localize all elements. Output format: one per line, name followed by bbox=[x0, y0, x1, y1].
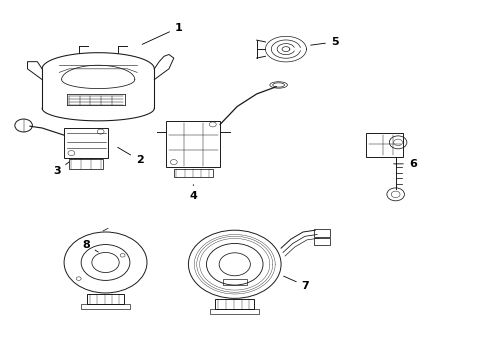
Bar bbox=[64, 128, 108, 158]
Bar bbox=[69, 159, 103, 169]
Bar bbox=[215, 299, 254, 309]
Text: 7: 7 bbox=[283, 276, 309, 291]
Bar bbox=[314, 229, 329, 237]
Bar bbox=[366, 134, 402, 157]
Text: 8: 8 bbox=[82, 239, 98, 252]
Text: 3: 3 bbox=[53, 162, 69, 176]
Bar bbox=[210, 309, 259, 315]
Bar bbox=[314, 238, 329, 244]
Bar bbox=[81, 304, 130, 309]
Text: 2: 2 bbox=[118, 147, 143, 165]
Bar bbox=[166, 121, 220, 167]
Text: 4: 4 bbox=[189, 185, 197, 201]
Bar bbox=[222, 279, 246, 285]
Text: 5: 5 bbox=[310, 37, 338, 47]
Bar bbox=[87, 294, 123, 304]
Text: 1: 1 bbox=[142, 23, 182, 44]
Text: 6: 6 bbox=[393, 159, 416, 169]
Bar bbox=[173, 168, 212, 177]
